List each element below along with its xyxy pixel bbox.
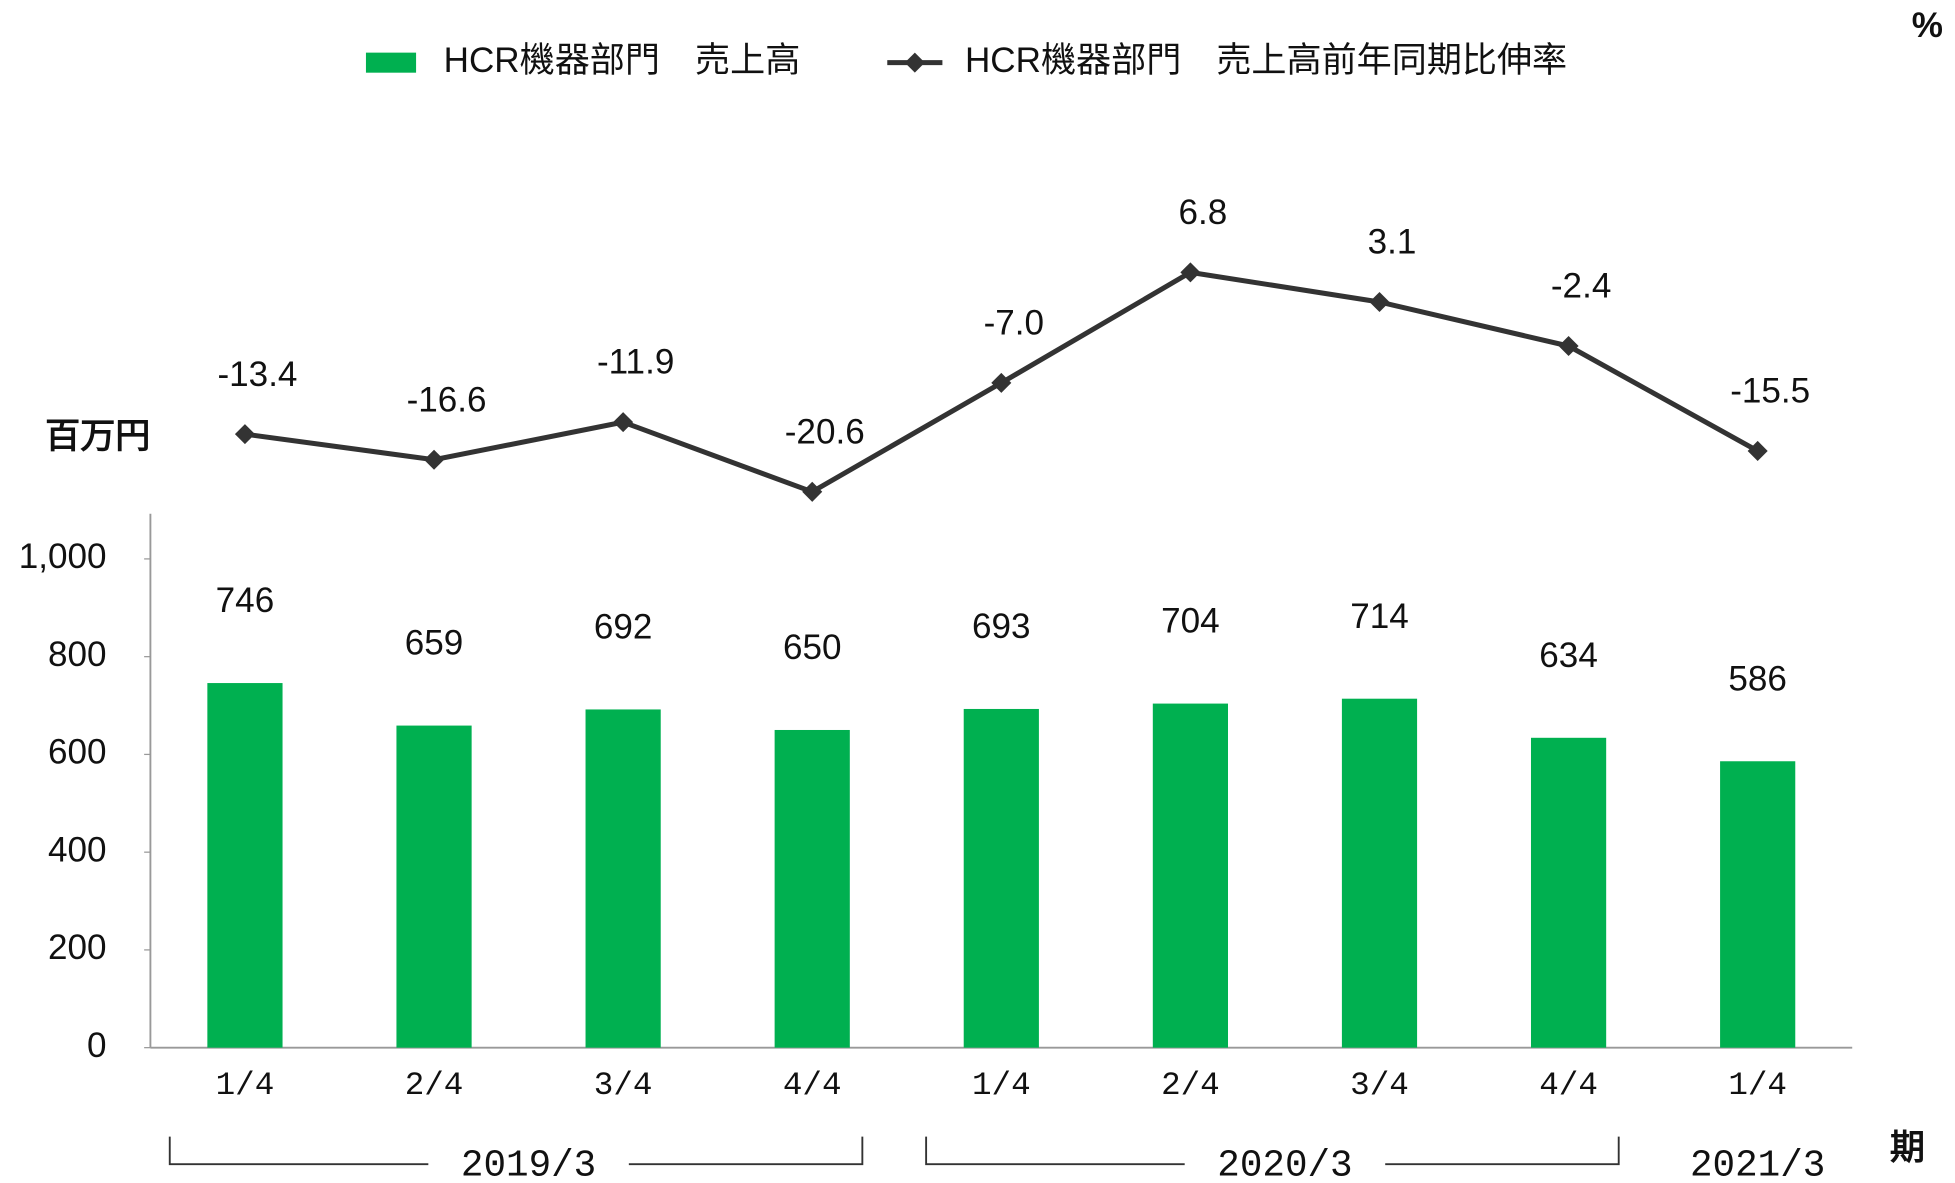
legend-label: HCR機器部門 売上高 <box>444 41 801 80</box>
line-marker <box>1180 262 1201 283</box>
x-tick-label: 1/4 <box>216 1067 275 1104</box>
bar-value-label: 650 <box>783 628 842 667</box>
line-value-label: -15.5 <box>1730 372 1810 411</box>
x-tick-label: 2/4 <box>1161 1067 1220 1104</box>
x-tick-label: 4/4 <box>783 1067 842 1104</box>
line-value-label: -13.4 <box>217 355 297 394</box>
x-tick-label: 3/4 <box>1350 1067 1409 1104</box>
bar-value-label: 586 <box>1728 659 1787 698</box>
bar <box>1720 761 1796 1048</box>
line-marker <box>1369 291 1390 313</box>
bar-value-label: 659 <box>405 624 464 663</box>
bar <box>207 683 283 1048</box>
bar-value-label: 746 <box>216 581 275 620</box>
y-tick-label: 0 <box>87 1026 107 1065</box>
x-tick-label: 1/4 <box>1728 1067 1787 1104</box>
line-value-label: -20.6 <box>785 412 865 451</box>
y-tick-label: 400 <box>48 830 107 869</box>
y-tick-label: 200 <box>48 928 107 967</box>
bar-value-label: 693 <box>972 607 1031 646</box>
legend-swatch <box>904 52 925 73</box>
legend-label: HCR機器部門 売上高前年同期比伸率 <box>965 41 1567 80</box>
line-marker <box>802 481 823 502</box>
bar <box>1341 698 1418 1048</box>
bar <box>774 729 850 1048</box>
y-tick-label: 800 <box>48 635 107 674</box>
bar <box>963 708 1039 1048</box>
line-marker <box>613 412 634 433</box>
bar <box>1530 737 1607 1048</box>
group-label: 2020/3 <box>1217 1145 1352 1183</box>
line-marker <box>991 372 1012 393</box>
x-axis-label: 期 <box>1890 1129 1925 1168</box>
bar-value-label: 634 <box>1539 636 1598 675</box>
line-value-label: 3.1 <box>1368 223 1417 262</box>
x-tick-label: 2/4 <box>405 1067 464 1104</box>
y-tick-label: 600 <box>48 733 107 772</box>
line-value-label: -2.4 <box>1551 267 1611 306</box>
group-bracket <box>925 1136 1620 1166</box>
x-tick-label: 1/4 <box>972 1067 1031 1104</box>
group-bracket <box>168 1136 864 1166</box>
bar <box>396 725 472 1048</box>
line-value-label: -16.6 <box>407 380 487 419</box>
group-label: 2019/3 <box>461 1145 596 1183</box>
bar <box>585 709 661 1048</box>
y-tick-label: 1,000 <box>19 537 107 576</box>
line-value-label: -11.9 <box>597 343 674 382</box>
bar <box>1152 703 1228 1048</box>
bar-value-label: 714 <box>1350 597 1409 636</box>
y2-axis-label: % <box>1912 6 1943 45</box>
x-tick-label: 4/4 <box>1539 1067 1598 1104</box>
group-label: 2021/3 <box>1690 1145 1825 1183</box>
y-axis-label: 百万円 <box>45 417 150 456</box>
line-marker <box>424 449 445 470</box>
legend-swatch <box>365 52 417 73</box>
line-marker <box>1747 440 1768 461</box>
x-tick-label: 3/4 <box>594 1067 653 1104</box>
line-value-label: -7.0 <box>984 303 1044 342</box>
line-marker <box>1558 336 1579 357</box>
bar-value-label: 704 <box>1161 602 1220 641</box>
bar-value-label: 692 <box>594 608 653 647</box>
line-marker <box>234 424 255 445</box>
line-value-label: 6.8 <box>1179 193 1228 232</box>
